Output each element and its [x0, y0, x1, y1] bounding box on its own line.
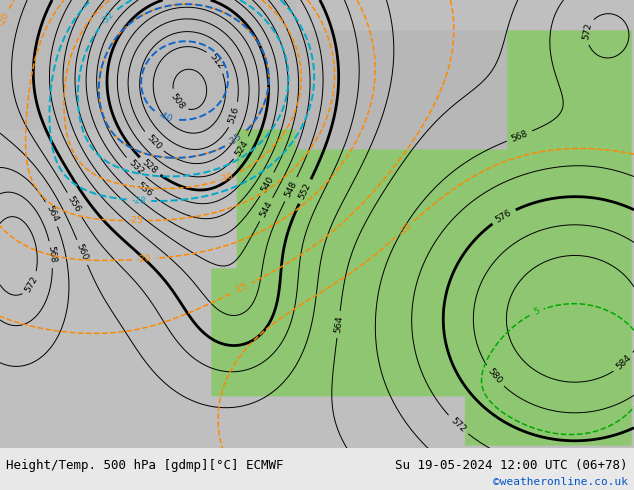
Text: -28: -28 — [131, 196, 146, 205]
Text: 520: 520 — [145, 133, 163, 151]
Text: 568: 568 — [46, 245, 57, 264]
Text: 516: 516 — [227, 105, 242, 124]
Text: 560: 560 — [75, 243, 89, 262]
Text: -40: -40 — [157, 110, 174, 124]
Text: 584: 584 — [615, 354, 633, 372]
Text: 512: 512 — [207, 52, 225, 71]
Text: -20: -20 — [136, 254, 152, 264]
Text: -25: -25 — [129, 216, 143, 225]
Text: 576: 576 — [494, 208, 514, 224]
Text: 508: 508 — [169, 92, 186, 111]
Text: -35: -35 — [227, 132, 244, 147]
Text: 580: 580 — [486, 367, 503, 386]
Text: 544: 544 — [258, 200, 274, 219]
Text: ©weatheronline.co.uk: ©weatheronline.co.uk — [493, 477, 628, 487]
Text: 532: 532 — [126, 158, 145, 177]
Text: 5: 5 — [532, 307, 541, 317]
Text: -32: -32 — [100, 9, 117, 26]
Text: 564: 564 — [44, 204, 60, 224]
Text: 572: 572 — [581, 22, 593, 41]
Text: -30: -30 — [218, 171, 235, 185]
Text: -10: -10 — [396, 220, 413, 237]
Text: 572: 572 — [23, 274, 40, 294]
Text: 556: 556 — [66, 195, 82, 214]
Text: 528: 528 — [140, 158, 159, 176]
Text: 572: 572 — [449, 416, 467, 434]
Text: 564: 564 — [333, 316, 344, 334]
Text: 568: 568 — [510, 128, 529, 144]
Text: -20: -20 — [0, 11, 11, 28]
Text: 524: 524 — [233, 139, 250, 158]
Text: -15: -15 — [233, 281, 250, 296]
Text: Height/Temp. 500 hPa [gdmp][°C] ECMWF: Height/Temp. 500 hPa [gdmp][°C] ECMWF — [6, 459, 284, 471]
Text: 552: 552 — [297, 182, 313, 201]
Text: 548: 548 — [283, 179, 299, 199]
Text: 536: 536 — [134, 180, 153, 198]
Text: -35: -35 — [227, 132, 244, 147]
Text: 540: 540 — [259, 174, 275, 194]
Text: Su 19-05-2024 12:00 UTC (06+78): Su 19-05-2024 12:00 UTC (06+78) — [395, 459, 628, 471]
